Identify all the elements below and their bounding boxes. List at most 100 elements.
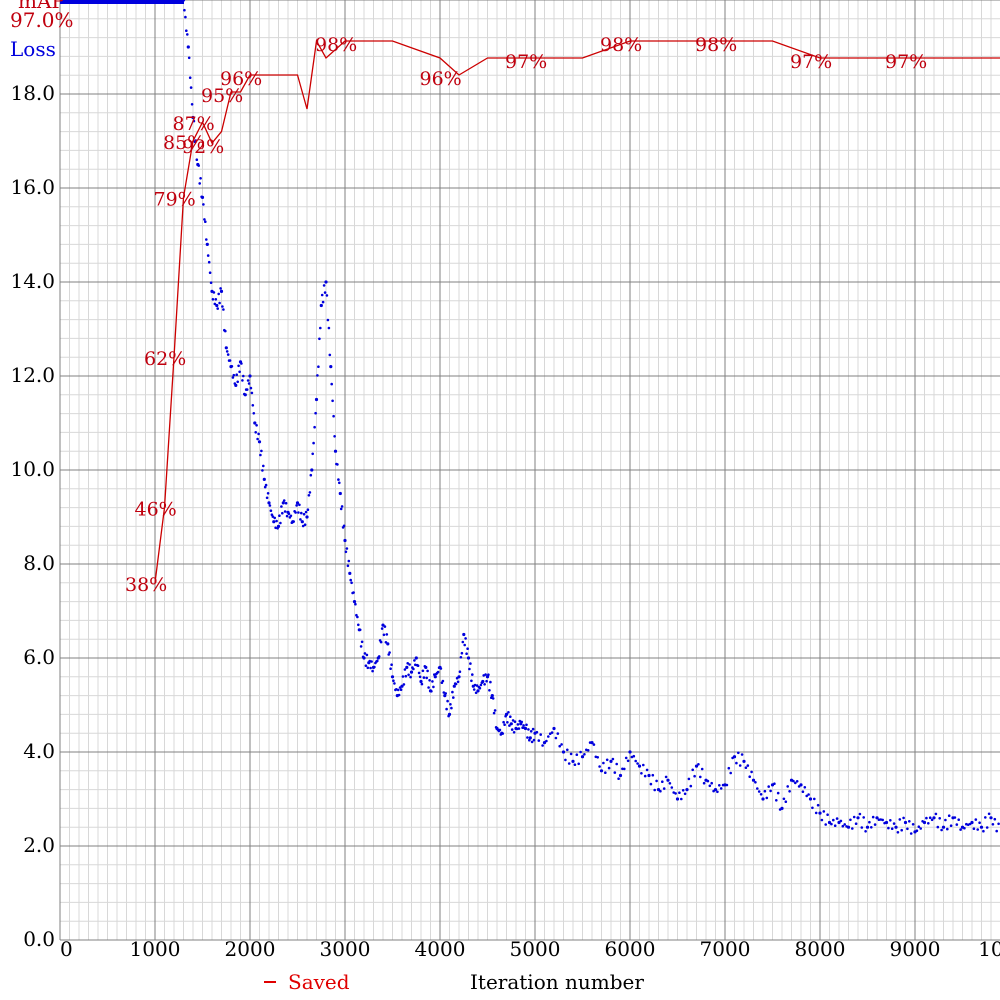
loss-point bbox=[282, 499, 286, 502]
x-tick-label: 1000 bbox=[130, 937, 181, 961]
loss-point bbox=[189, 86, 193, 89]
loss-point bbox=[298, 503, 301, 507]
loss-point bbox=[348, 571, 352, 576]
loss-point bbox=[251, 404, 255, 407]
loss-point bbox=[194, 139, 198, 142]
map-label: 62% bbox=[144, 348, 186, 370]
loss-point bbox=[801, 790, 805, 793]
loss-point bbox=[643, 774, 647, 778]
loss-point bbox=[661, 780, 664, 783]
loss-point bbox=[889, 819, 892, 822]
loss-point bbox=[833, 824, 837, 827]
loss-point bbox=[408, 663, 411, 666]
loss-point bbox=[206, 254, 210, 257]
loss-point bbox=[328, 353, 332, 357]
loss-point bbox=[573, 763, 577, 766]
loss-point bbox=[535, 730, 539, 734]
x-tick-label: 7000 bbox=[700, 937, 751, 961]
loss-point bbox=[757, 790, 761, 793]
loss-point bbox=[213, 302, 217, 306]
loss-point bbox=[763, 789, 767, 793]
x-tick-label: 3000 bbox=[320, 937, 371, 961]
loss-point bbox=[560, 743, 563, 746]
loss-point bbox=[381, 623, 385, 627]
loss-point bbox=[272, 520, 276, 524]
loss-point bbox=[217, 292, 220, 296]
loss-point bbox=[776, 791, 780, 795]
loss-point bbox=[903, 820, 908, 825]
loss-point bbox=[742, 759, 746, 764]
loss-point bbox=[634, 759, 637, 763]
loss-point bbox=[822, 810, 826, 813]
loss-point bbox=[460, 651, 464, 655]
loss-point bbox=[959, 828, 962, 831]
loss-point bbox=[604, 771, 607, 774]
x-axis-label: Iteration number bbox=[470, 970, 644, 994]
loss-point bbox=[346, 564, 350, 568]
loss-point bbox=[390, 663, 393, 666]
loss-point bbox=[718, 784, 721, 787]
loss-point bbox=[363, 652, 367, 655]
map-series-line bbox=[154, 38, 1000, 583]
loss-point bbox=[902, 816, 905, 820]
map-label: 92% bbox=[182, 136, 224, 158]
loss-point bbox=[310, 468, 314, 472]
loss-point bbox=[896, 831, 900, 834]
loss-point bbox=[668, 782, 672, 785]
loss-point bbox=[803, 786, 807, 789]
loss-point bbox=[225, 350, 229, 353]
loss-point bbox=[299, 518, 302, 521]
loss-point bbox=[611, 757, 615, 761]
loss-point bbox=[261, 469, 264, 472]
loss-point bbox=[949, 824, 953, 827]
loss-point bbox=[316, 374, 319, 377]
loss-point bbox=[554, 736, 558, 740]
loss-point bbox=[814, 811, 818, 815]
loss-point bbox=[198, 182, 201, 185]
loss-point bbox=[666, 778, 670, 782]
loss-point bbox=[257, 432, 260, 436]
loss-point bbox=[864, 830, 867, 833]
loss-point bbox=[858, 812, 862, 816]
loss-point bbox=[276, 524, 281, 529]
loss-point bbox=[795, 780, 799, 783]
loss-point bbox=[350, 581, 353, 585]
loss-point bbox=[264, 483, 268, 487]
loss-point bbox=[218, 301, 221, 305]
x-tick-label: 0 bbox=[60, 937, 73, 961]
loss-point bbox=[651, 773, 655, 777]
loss-point bbox=[865, 825, 870, 829]
loss-point bbox=[427, 686, 430, 689]
loss-point bbox=[342, 524, 346, 528]
y-tick-label: 0.0 bbox=[23, 927, 55, 951]
loss-point bbox=[186, 45, 190, 49]
loss-point bbox=[725, 783, 729, 787]
loss-point bbox=[185, 29, 188, 32]
loss-point bbox=[740, 753, 744, 756]
loss-point bbox=[386, 642, 390, 646]
loss-point bbox=[265, 496, 269, 500]
loss-point bbox=[632, 754, 636, 758]
loss-point bbox=[304, 510, 308, 514]
loss-point bbox=[510, 728, 514, 731]
loss-point bbox=[561, 750, 566, 754]
loss-point bbox=[746, 764, 750, 767]
loss-point bbox=[706, 779, 710, 783]
loss-point bbox=[531, 727, 535, 731]
loss-point bbox=[683, 792, 687, 796]
loss-point bbox=[200, 195, 205, 199]
loss-point bbox=[556, 732, 560, 735]
loss-point bbox=[463, 643, 467, 647]
loss-point bbox=[529, 730, 533, 733]
map-label: 97% bbox=[505, 51, 547, 73]
loss-point bbox=[681, 789, 685, 792]
loss-point bbox=[224, 346, 228, 350]
loss-point bbox=[208, 271, 212, 275]
loss-point bbox=[338, 491, 342, 496]
loss-point bbox=[517, 727, 521, 730]
loss-point bbox=[970, 820, 974, 825]
loss-point bbox=[881, 818, 884, 822]
loss-point bbox=[550, 731, 554, 734]
loss-point bbox=[944, 818, 947, 822]
loss-point bbox=[506, 721, 509, 724]
